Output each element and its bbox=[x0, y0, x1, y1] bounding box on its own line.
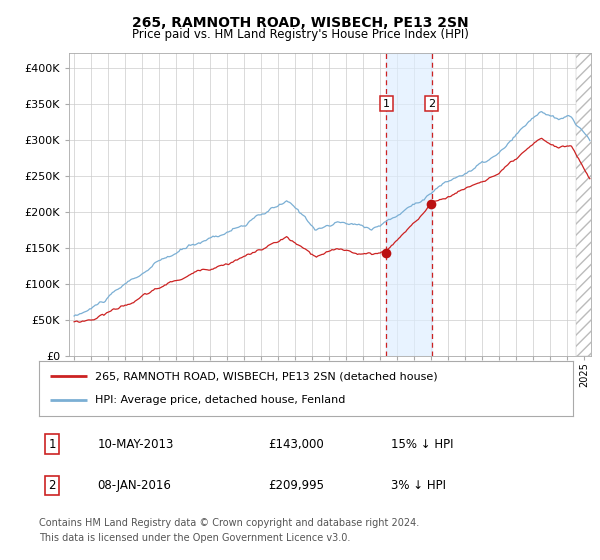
Text: HPI: Average price, detached house, Fenland: HPI: Average price, detached house, Fenl… bbox=[95, 395, 346, 405]
Bar bbox=[386, 53, 431, 356]
Text: 2: 2 bbox=[428, 99, 435, 109]
Text: 1: 1 bbox=[383, 99, 390, 109]
Text: 3% ↓ HPI: 3% ↓ HPI bbox=[391, 479, 446, 492]
Text: 10-MAY-2013: 10-MAY-2013 bbox=[98, 438, 174, 451]
Text: This data is licensed under the Open Government Licence v3.0.: This data is licensed under the Open Gov… bbox=[39, 533, 350, 543]
Text: Price paid vs. HM Land Registry's House Price Index (HPI): Price paid vs. HM Land Registry's House … bbox=[131, 28, 469, 41]
Text: 08-JAN-2016: 08-JAN-2016 bbox=[98, 479, 172, 492]
Text: 265, RAMNOTH ROAD, WISBECH, PE13 2SN (detached house): 265, RAMNOTH ROAD, WISBECH, PE13 2SN (de… bbox=[95, 371, 437, 381]
Text: 1: 1 bbox=[49, 438, 56, 451]
Text: 265, RAMNOTH ROAD, WISBECH, PE13 2SN: 265, RAMNOTH ROAD, WISBECH, PE13 2SN bbox=[131, 16, 469, 30]
Text: 15% ↓ HPI: 15% ↓ HPI bbox=[391, 438, 454, 451]
Text: 2: 2 bbox=[49, 479, 56, 492]
Text: £209,995: £209,995 bbox=[269, 479, 325, 492]
Text: Contains HM Land Registry data © Crown copyright and database right 2024.: Contains HM Land Registry data © Crown c… bbox=[39, 517, 419, 528]
Text: £143,000: £143,000 bbox=[269, 438, 325, 451]
